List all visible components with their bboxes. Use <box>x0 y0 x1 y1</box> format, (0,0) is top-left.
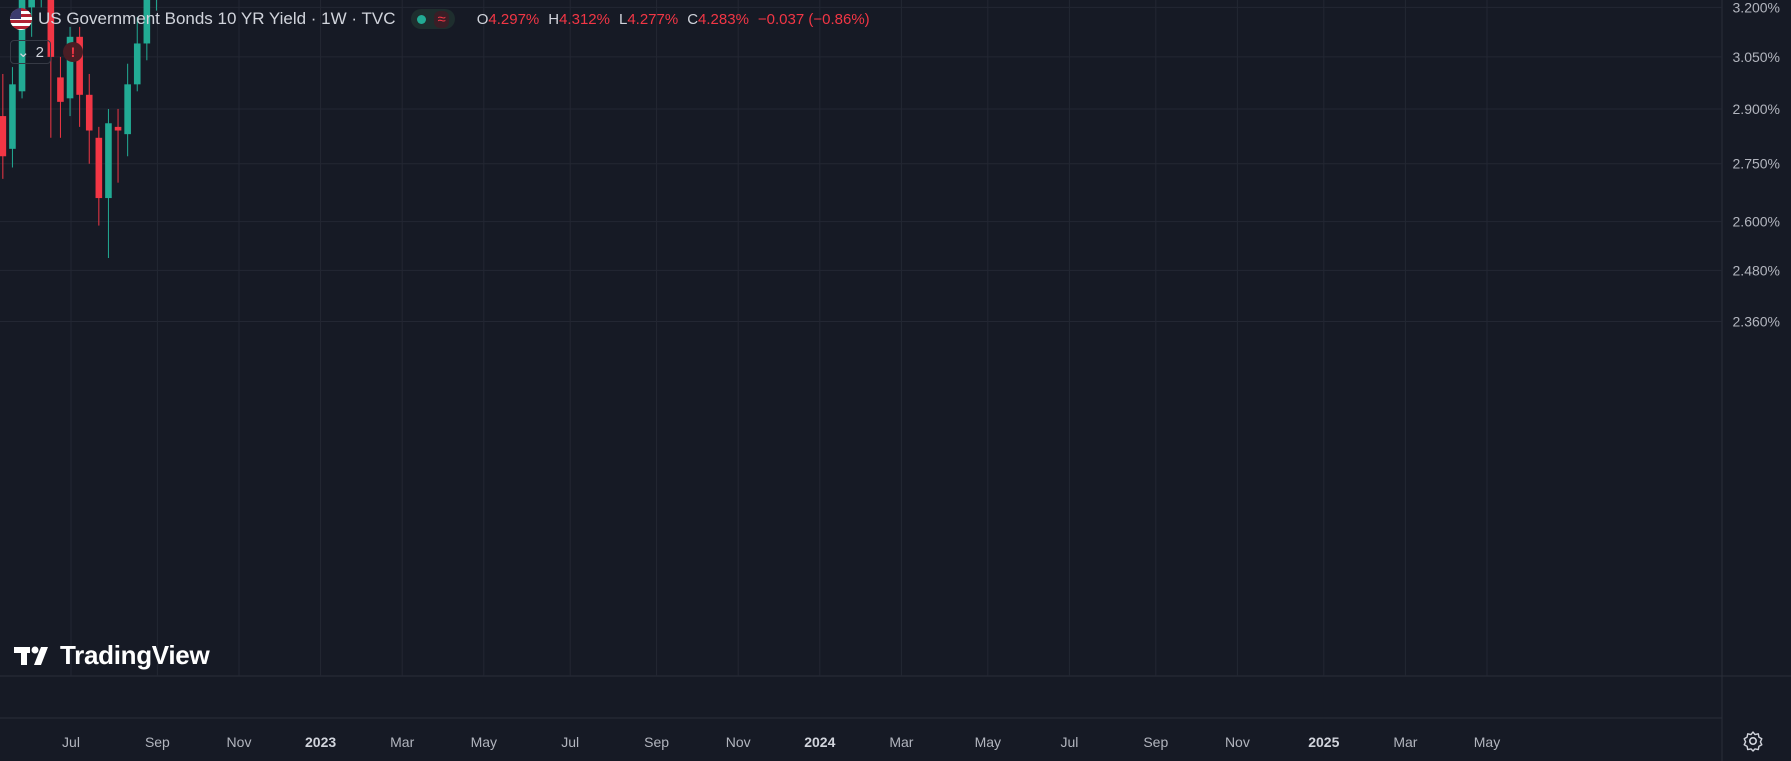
chevron-down-icon: ⌄ <box>17 44 30 61</box>
candle <box>143 0 151 61</box>
time-tick-label: Mar <box>1393 734 1417 750</box>
time-tick-label: May <box>975 734 1001 750</box>
ohlc-close: C4.283% <box>687 10 749 28</box>
market-status[interactable]: ≈ <box>411 9 455 29</box>
indicator-row: ⌄ 2 ! <box>10 40 83 64</box>
time-tick-label: Mar <box>889 734 913 750</box>
time-tick-label: Mar <box>390 734 414 750</box>
price-tick-label: 2.600% <box>1733 214 1780 230</box>
candle <box>114 108 122 183</box>
ohlc-values: O4.297% H4.312% L4.277% C4.283% −0.037 (… <box>477 11 870 28</box>
logo-text: TradingView <box>60 640 210 670</box>
time-tick-label: Sep <box>145 734 170 750</box>
candle <box>18 0 26 99</box>
candle <box>66 26 74 117</box>
price-tick-label: 3.200% <box>1733 0 1780 15</box>
candle-body <box>143 0 151 44</box>
candle-body <box>0 116 7 157</box>
time-tick-label: May <box>471 734 497 750</box>
candle-body <box>28 0 35 8</box>
us-flag-icon <box>10 8 32 30</box>
chart-legend: US Government Bonds 10 YR Yield · 1W · T… <box>10 8 870 30</box>
market-open-dot-icon <box>417 14 427 24</box>
indicators-toggle-button[interactable]: ⌄ 2 <box>10 40 51 64</box>
wave-icon: ≈ <box>434 10 449 28</box>
ohlc-high: H4.312% <box>548 10 610 28</box>
time-tick-label: Jul <box>561 734 579 750</box>
time-tick-label: 2025 <box>1308 734 1339 750</box>
candle-body <box>133 43 141 85</box>
indicator-count: 2 <box>35 43 44 61</box>
time-tick-label: Sep <box>1143 734 1168 750</box>
tradingview-logo-icon <box>14 645 52 667</box>
candle <box>105 108 112 258</box>
candle-body <box>47 0 55 57</box>
time-tick-label: Nov <box>227 734 252 750</box>
candle <box>0 73 7 179</box>
ohlc-change: −0.037 (−0.86%) <box>757 10 870 28</box>
time-tick-label: Jul <box>62 734 80 750</box>
candle <box>9 67 16 168</box>
candles <box>0 0 157 258</box>
time-tick-label: Nov <box>726 734 751 750</box>
ohlc-open: O4.297% <box>476 10 540 28</box>
candle-body <box>57 77 64 102</box>
candle-body <box>105 123 112 199</box>
settings-gear-icon[interactable] <box>1742 730 1764 752</box>
candle <box>40 0 42 8</box>
candle-body <box>95 137 103 199</box>
price-tick-label: 2.750% <box>1733 156 1780 172</box>
ohlc-low: L4.277% <box>618 10 679 28</box>
candle-body <box>85 94 93 131</box>
time-tick-label: Jul <box>1060 734 1078 750</box>
time-tick-label: Nov <box>1225 734 1250 750</box>
candle <box>95 126 103 226</box>
tradingview-logo[interactable]: TradingView <box>14 640 210 671</box>
warning-icon[interactable]: ! <box>62 42 83 62</box>
time-tick-label: Sep <box>644 734 669 750</box>
candle <box>133 17 141 92</box>
candle-body <box>66 36 74 99</box>
candle-body <box>18 0 26 92</box>
candle <box>124 63 131 157</box>
time-axis[interactable]: Jul Sep Nov 2023 Mar May Jul Sep Nov 2024 Mar May Ju… <box>62 734 1500 750</box>
price-tick-label: 2.360% <box>1733 314 1780 330</box>
price-axis[interactable]: 5.400%5.000%4.600%4.200%4.000%3.800%3.40… <box>1733 0 1780 330</box>
candle <box>85 73 93 164</box>
symbol-title[interactable]: US Government Bonds 10 YR Yield · 1W · T… <box>38 9 396 28</box>
price-tick-label: 2.480% <box>1733 262 1780 278</box>
time-tick-label: 2023 <box>305 734 336 750</box>
candle <box>47 0 55 138</box>
candle-body <box>9 84 16 149</box>
price-tick-label: 3.050% <box>1733 49 1780 65</box>
candle-body <box>114 126 122 131</box>
price-tick-label: 2.900% <box>1733 101 1780 117</box>
candle <box>57 56 64 138</box>
candle-body <box>124 84 131 135</box>
time-tick-label: 2024 <box>804 734 835 750</box>
time-tick-label: May <box>1474 734 1500 750</box>
candle-body <box>76 36 83 95</box>
